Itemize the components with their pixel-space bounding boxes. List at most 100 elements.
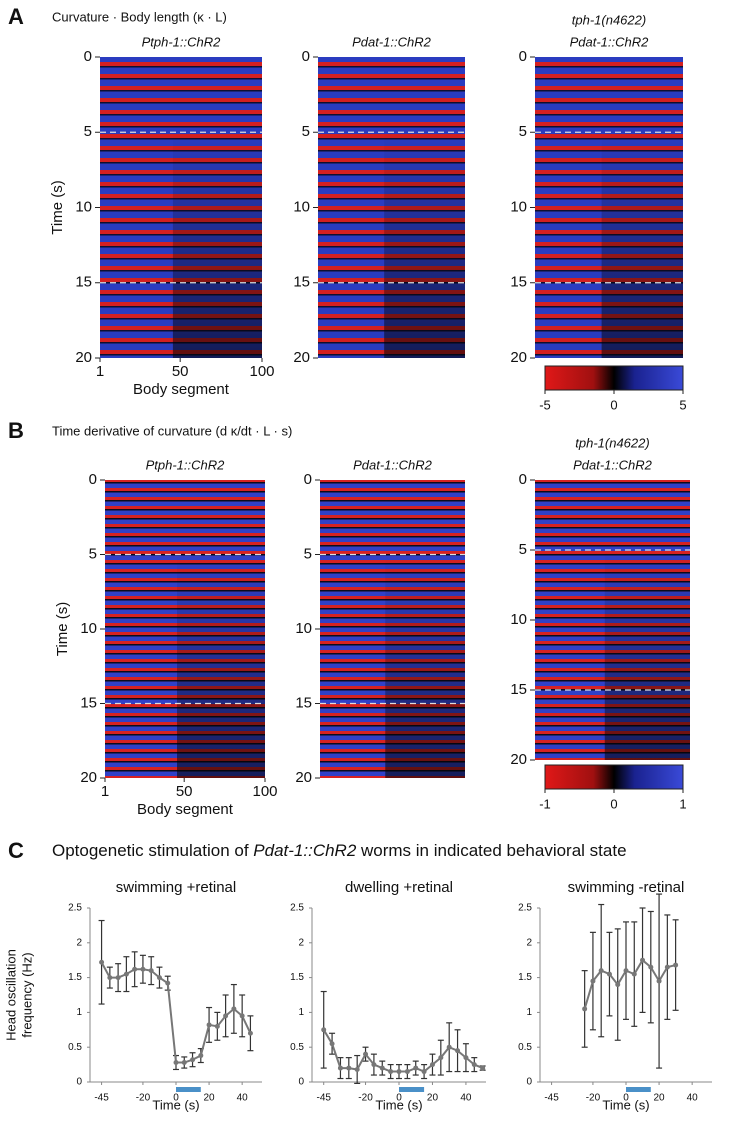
- y-tick-label: 1.5: [290, 972, 304, 983]
- y-tick-label: 0.5: [290, 1042, 304, 1053]
- title-part: worms in indicated behavioral state: [356, 841, 626, 860]
- y-tick-label: 1.5: [68, 972, 82, 983]
- panel-letter: A: [8, 4, 24, 29]
- x-tick-label: -45: [544, 1093, 559, 1104]
- point: [471, 1062, 477, 1068]
- y-axis-label: Time (s): [54, 602, 71, 656]
- heatmap-label: Ptph-1::ChR2: [142, 34, 222, 49]
- point: [623, 968, 629, 974]
- heatmap-label: Pdat-1::ChR2: [570, 34, 650, 49]
- panel-title: Time derivative of curvature (d κ/dt · L…: [52, 423, 292, 438]
- x-tick-label: -45: [316, 1093, 331, 1104]
- colorbar-tick-label: 1: [679, 796, 686, 811]
- panel-letter: B: [8, 418, 24, 443]
- point: [438, 1055, 444, 1061]
- x-tick-label: 1: [101, 783, 109, 800]
- y-tick-label: 20: [80, 769, 97, 786]
- point: [480, 1065, 486, 1071]
- x-tick-label: 50: [172, 363, 189, 380]
- y-tick-label: 20: [510, 751, 527, 768]
- x-tick-label: 100: [252, 783, 277, 800]
- point: [631, 971, 637, 977]
- y-tick-label: 2: [526, 937, 532, 948]
- x-tick-label: 20: [654, 1093, 666, 1104]
- point: [606, 971, 612, 977]
- x-axis-label: Body segment: [137, 801, 234, 818]
- point: [321, 1027, 327, 1033]
- panel-title: Curvature · Body length (κ · L): [52, 9, 227, 24]
- x-axis-label: Time (s): [152, 1097, 199, 1112]
- point: [198, 1053, 204, 1059]
- point: [99, 959, 105, 965]
- point: [413, 1065, 419, 1071]
- colorbar: [544, 764, 684, 790]
- x-tick-label: 40: [687, 1093, 699, 1104]
- y-tick-label: 5: [304, 545, 312, 562]
- y-tick-label: 10: [75, 198, 92, 215]
- x-tick-label: 0: [173, 1093, 179, 1104]
- y-tick-label: 0.5: [518, 1042, 532, 1053]
- x-tick-label: 50: [176, 783, 193, 800]
- x-tick-label: -20: [136, 1093, 151, 1104]
- y-tick-label: 20: [75, 349, 92, 366]
- heatmap-shade: [384, 132, 465, 358]
- y-tick-label: 10: [510, 611, 527, 628]
- point: [363, 1051, 369, 1057]
- point: [214, 1023, 220, 1029]
- y-tick-label: 0: [526, 1077, 532, 1088]
- y-tick-label: 0: [84, 48, 92, 65]
- y-tick-label: 5: [84, 123, 92, 140]
- y-tick-label: 0: [89, 471, 97, 488]
- y-tick-label: 5: [519, 123, 527, 140]
- y-tick-label: 0: [519, 48, 527, 65]
- point: [223, 1013, 229, 1019]
- heatmap-label: Pdat-1::ChR2: [353, 457, 433, 472]
- y-tick-label: 5: [519, 541, 527, 558]
- point: [165, 980, 171, 986]
- point: [582, 1006, 588, 1012]
- point: [615, 982, 621, 988]
- heatmap-label: Pdat-1::ChR2: [352, 34, 432, 49]
- y-tick-label: 5: [89, 545, 97, 562]
- point: [206, 1022, 212, 1028]
- point: [379, 1065, 385, 1071]
- point: [181, 1060, 187, 1066]
- point: [598, 968, 604, 974]
- point: [396, 1069, 402, 1075]
- point: [115, 975, 121, 981]
- y-tick-label: 15: [510, 274, 527, 291]
- x-tick-label: 0: [623, 1093, 629, 1104]
- point: [231, 1006, 237, 1012]
- point: [404, 1069, 410, 1075]
- y-tick-label: 5: [302, 123, 310, 140]
- y-tick-label: 20: [295, 769, 312, 786]
- chart-title: swimming +retinal: [116, 879, 236, 896]
- x-tick-label: 1: [96, 363, 104, 380]
- y-tick-label: 0: [304, 471, 312, 488]
- x-axis-label: Time (s): [602, 1097, 649, 1112]
- stim-bar: [626, 1087, 651, 1092]
- point: [239, 1013, 245, 1019]
- point: [247, 1030, 253, 1036]
- heatmap-shade: [385, 554, 465, 778]
- y-tick-label: 0.5: [68, 1042, 82, 1053]
- point: [421, 1069, 427, 1075]
- point: [656, 978, 662, 984]
- point: [664, 964, 670, 970]
- point: [156, 975, 162, 981]
- heatmap-label: Ptph-1::ChR2: [146, 457, 226, 472]
- y-axis-label: frequency (Hz): [19, 952, 34, 1037]
- chart-title: swimming -retinal: [568, 879, 685, 896]
- point: [371, 1062, 377, 1068]
- point: [354, 1066, 360, 1072]
- y-tick-label: 2.5: [518, 903, 532, 914]
- point: [446, 1044, 452, 1050]
- heatmap-label: Pdat-1::ChR2: [573, 457, 653, 472]
- point: [346, 1065, 352, 1071]
- panel-title: Optogenetic stimulation of Pdat-1::ChR2 …: [52, 841, 627, 860]
- point: [148, 968, 154, 974]
- point: [337, 1065, 343, 1071]
- heatmap-label: tph-1(n4622): [575, 435, 649, 450]
- x-tick-label: -20: [586, 1093, 601, 1104]
- y-tick-label: 1: [76, 1007, 82, 1018]
